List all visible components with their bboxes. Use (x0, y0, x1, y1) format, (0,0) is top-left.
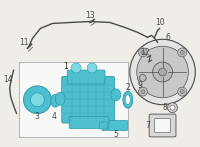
Text: 4: 4 (52, 112, 57, 121)
FancyBboxPatch shape (100, 122, 107, 129)
Circle shape (159, 68, 167, 76)
Ellipse shape (125, 95, 130, 105)
Text: 13: 13 (85, 11, 95, 20)
Text: 5: 5 (113, 130, 118, 139)
Circle shape (141, 50, 145, 54)
Text: 8: 8 (162, 103, 167, 112)
Circle shape (24, 86, 51, 114)
Circle shape (178, 87, 187, 96)
Text: 1: 1 (63, 62, 68, 71)
FancyBboxPatch shape (155, 119, 171, 132)
Ellipse shape (51, 94, 60, 107)
Circle shape (170, 105, 175, 110)
Circle shape (30, 93, 44, 107)
Circle shape (137, 46, 188, 98)
Text: 3: 3 (34, 112, 39, 121)
Circle shape (180, 90, 184, 94)
Circle shape (87, 63, 97, 73)
Text: 14: 14 (3, 75, 12, 84)
Ellipse shape (111, 89, 121, 101)
Ellipse shape (123, 91, 133, 108)
FancyBboxPatch shape (102, 121, 128, 130)
Text: 9: 9 (137, 81, 142, 90)
Circle shape (141, 90, 145, 94)
Text: 2: 2 (125, 83, 130, 92)
FancyBboxPatch shape (69, 117, 109, 128)
Circle shape (178, 48, 187, 57)
Text: 7: 7 (145, 121, 150, 130)
Text: 11: 11 (19, 38, 28, 47)
FancyBboxPatch shape (67, 70, 105, 84)
Circle shape (153, 62, 172, 82)
FancyBboxPatch shape (149, 114, 176, 137)
FancyBboxPatch shape (62, 76, 114, 123)
Text: 10: 10 (155, 18, 164, 27)
Circle shape (168, 103, 177, 113)
Text: 12: 12 (140, 48, 149, 57)
FancyBboxPatch shape (19, 62, 128, 137)
Circle shape (138, 87, 147, 96)
Circle shape (180, 50, 184, 54)
Circle shape (139, 75, 146, 81)
Circle shape (138, 48, 147, 57)
Circle shape (130, 39, 195, 105)
Circle shape (71, 63, 81, 73)
Ellipse shape (55, 92, 65, 105)
Text: 6: 6 (165, 33, 170, 42)
